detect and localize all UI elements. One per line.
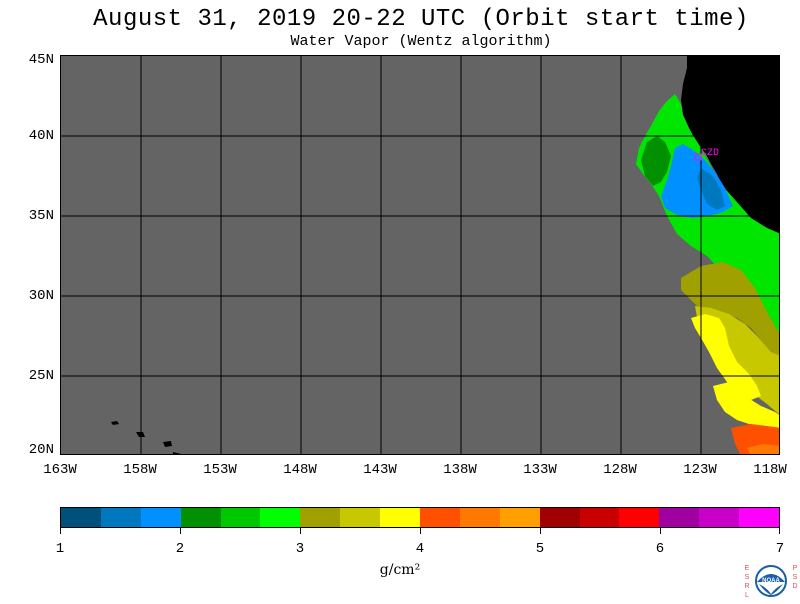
colorbar-segment [659, 508, 700, 527]
colorbar-label: 3 [295, 541, 305, 557]
swath-lightorange [747, 444, 779, 454]
lon-label: 128W [603, 462, 637, 478]
colorbar-segment [459, 508, 500, 527]
colorbar-segment [739, 508, 780, 527]
colorbar-tick [540, 528, 541, 534]
colorbar-segment [300, 508, 341, 527]
swath-yellow [691, 314, 761, 400]
colorbar-segment [539, 508, 580, 527]
colorbar-segment [420, 508, 460, 527]
swath-darkgreen [641, 136, 671, 186]
lon-label: 153W [203, 462, 237, 478]
lon-label: 148W [283, 462, 317, 478]
lat-label: 35N [28, 208, 54, 224]
lon-label: 133W [523, 462, 557, 478]
colorbar-segment [140, 508, 181, 527]
colorbar-label: 7 [775, 541, 785, 557]
colorbar-tick [420, 528, 421, 534]
svg-text:L: L [745, 592, 749, 599]
map-canvas [61, 56, 779, 454]
colorbar-tick [60, 528, 61, 534]
colorbar-segment [699, 508, 740, 527]
svg-text:P: P [793, 565, 798, 572]
svg-text:E: E [745, 565, 750, 572]
colorbar-segment [380, 508, 421, 527]
hawaii-island-big [173, 452, 181, 454]
map-subtitle: Water Vapor (Wentz algorithm) [290, 33, 552, 50]
colorbar-label: 6 [655, 541, 665, 557]
lon-label: 163W [43, 462, 77, 478]
colorbar-tick [300, 528, 301, 534]
swath-olive [681, 262, 779, 356]
svg-text:NOAA: NOAA [762, 578, 780, 584]
map-panel: CZD [60, 55, 780, 455]
colorbar-segment [220, 508, 261, 527]
svg-text:S: S [745, 574, 750, 581]
colorbar-segment [340, 508, 381, 527]
station-marker-icon [694, 153, 702, 161]
station-label: CZD [701, 148, 720, 159]
colorbar-segment [180, 508, 221, 527]
lat-label: 20N [28, 442, 54, 458]
colorbar-label: 5 [535, 541, 545, 557]
svg-text:D: D [792, 583, 797, 590]
swath-yellow-south [713, 382, 779, 428]
colorbar-segment [579, 508, 620, 527]
colorbar-tick [180, 528, 181, 534]
colorbar-segment [619, 508, 660, 527]
swath-midblue [697, 168, 725, 210]
colorbar-tick [779, 528, 780, 534]
colorbar-label: 1 [55, 541, 65, 557]
lat-label: 30N [28, 288, 54, 304]
colorbar-segment [61, 508, 101, 527]
lat-label: 45N [28, 52, 54, 68]
lon-label: 143W [363, 462, 397, 478]
hawaii-island-kauai [111, 421, 119, 425]
map-title: August 31, 2019 20-22 UTC (Orbit start t… [93, 6, 749, 33]
colorbar [60, 507, 780, 528]
svg-text:R: R [744, 583, 749, 590]
colorbar-tick [660, 528, 661, 534]
grid-lines [61, 56, 779, 454]
colorbar-segment [260, 508, 301, 527]
colorbar-segment [100, 508, 141, 527]
svg-text:S: S [793, 574, 798, 581]
lon-label: 118W [753, 462, 787, 478]
lon-label: 158W [123, 462, 157, 478]
lon-label: 138W [443, 462, 477, 478]
colorbar-label: 2 [175, 541, 185, 557]
lat-label: 40N [28, 128, 54, 144]
colorbar-segment [499, 508, 540, 527]
land-mass [681, 56, 779, 234]
colorbar-unit: g/cm² [379, 562, 421, 578]
lon-label: 123W [683, 462, 717, 478]
colorbar-label: 4 [415, 541, 425, 557]
hawaii-island-maui [163, 441, 172, 447]
lat-label: 25N [28, 368, 54, 384]
